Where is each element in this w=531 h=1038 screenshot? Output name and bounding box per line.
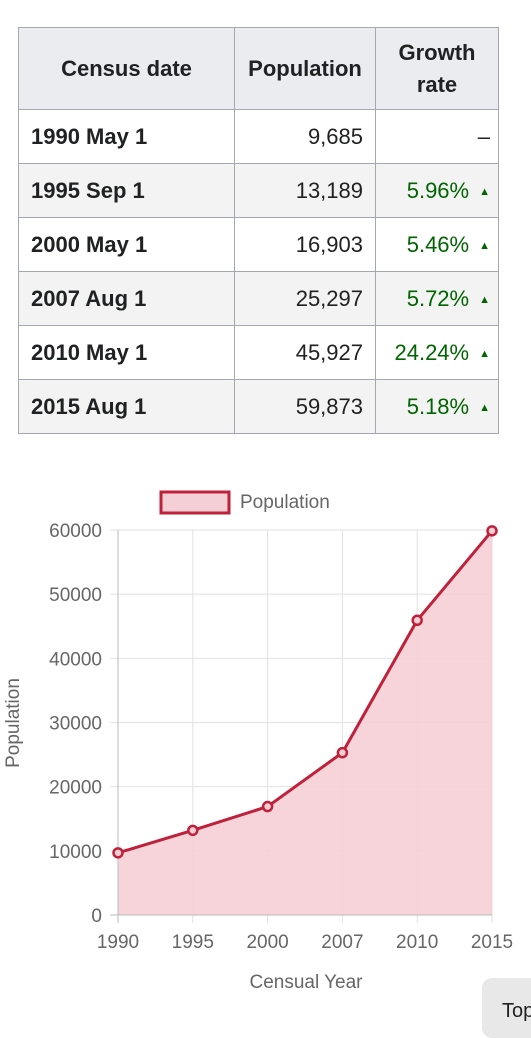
growth-rate-cell: 5.46% ▲ bbox=[375, 217, 499, 272]
table-header-row: Census date Population Growth rate bbox=[18, 27, 499, 110]
data-point bbox=[486, 525, 498, 537]
table-row: 2000 May 1 16,903 5.46% ▲ bbox=[18, 217, 499, 272]
table-row: 2015 Aug 1 59,873 5.18% ▲ bbox=[18, 379, 499, 434]
y-tick-label: 60000 bbox=[49, 521, 102, 542]
census-date-cell: 1990 May 1 bbox=[18, 109, 235, 164]
population-cell: 13,189 bbox=[234, 163, 376, 218]
census-date-cell: 2010 May 1 bbox=[18, 325, 235, 380]
table-row: 1995 Sep 1 13,189 5.96% ▲ bbox=[18, 163, 499, 218]
x-tick-label: 2010 bbox=[396, 932, 438, 953]
growth-rate-cell: 24.24% ▲ bbox=[375, 325, 499, 380]
growth-rate-value: 5.18% bbox=[406, 393, 470, 419]
y-axis-title: Population bbox=[3, 678, 24, 768]
census-date-cell: 2000 May 1 bbox=[18, 217, 235, 272]
population-cell: 59,873 bbox=[234, 379, 376, 434]
growth-rate-value: – bbox=[477, 123, 490, 149]
increase-arrow-icon: ▲ bbox=[479, 347, 490, 360]
population-cell: 25,297 bbox=[234, 271, 376, 326]
increase-arrow-icon: ▲ bbox=[479, 401, 490, 414]
x-tick-label: 1990 bbox=[97, 932, 139, 953]
y-tick-label: 40000 bbox=[49, 649, 102, 670]
table-row: 2007 Aug 1 25,297 5.72% ▲ bbox=[18, 271, 499, 326]
growth-rate-value: 24.24% bbox=[394, 339, 470, 365]
y-tick-label: 10000 bbox=[49, 842, 102, 863]
data-point bbox=[112, 847, 124, 859]
growth-rate-cell: 5.96% ▲ bbox=[375, 163, 499, 218]
data-point bbox=[187, 824, 199, 837]
census-date-cell: 2007 Aug 1 bbox=[18, 271, 235, 326]
population-cell: 9,685 bbox=[234, 109, 376, 164]
growth-rate-cell: 5.72% ▲ bbox=[375, 271, 499, 326]
growth-rate-value: 5.72% bbox=[406, 285, 470, 311]
population-cell: 16,903 bbox=[234, 217, 376, 272]
increase-arrow-icon: ▲ bbox=[479, 293, 490, 306]
table-row: 2010 May 1 45,927 24.24% ▲ bbox=[18, 325, 499, 380]
population-line bbox=[117, 529, 494, 855]
top-button[interactable]: Top bbox=[482, 978, 531, 1038]
table-row: 1990 May 1 9,685 – bbox=[18, 109, 499, 164]
legend-label: Population bbox=[240, 492, 330, 513]
header-census-date: Census date bbox=[18, 27, 235, 110]
legend-swatch bbox=[159, 490, 231, 515]
y-tick-label: 0 bbox=[91, 906, 102, 927]
header-population: Population bbox=[234, 27, 376, 110]
y-tick-label: 30000 bbox=[49, 714, 102, 735]
y-tick-label: 20000 bbox=[49, 778, 102, 799]
growth-rate-cell: – bbox=[375, 109, 499, 164]
x-tick-label: 2015 bbox=[471, 932, 513, 953]
population-chart: 0 10000 20000 30000 40000 50000 60000 1990 1995 2… bbox=[3, 490, 513, 993]
growth-rate-value: 5.46% bbox=[406, 231, 470, 257]
census-date-cell: 2015 Aug 1 bbox=[18, 379, 235, 434]
increase-arrow-icon: ▲ bbox=[479, 185, 490, 198]
census-date-cell: 1995 Sep 1 bbox=[18, 163, 235, 218]
header-growth-rate: Growth rate bbox=[375, 27, 499, 110]
growth-rate-cell: 5.18% ▲ bbox=[375, 379, 499, 434]
x-tick-label: 2007 bbox=[321, 932, 363, 953]
x-axis-title: Censual Year bbox=[249, 972, 363, 993]
growth-rate-value: 5.96% bbox=[406, 177, 470, 203]
x-tick-label: 2000 bbox=[246, 932, 288, 953]
population-area bbox=[118, 530, 492, 915]
census-table: Census date Population Growth rate 1990 … bbox=[18, 27, 499, 434]
y-tick-label: 50000 bbox=[49, 585, 102, 606]
x-tick-label: 1995 bbox=[172, 932, 214, 953]
data-point bbox=[261, 800, 274, 813]
increase-arrow-icon: ▲ bbox=[479, 239, 490, 252]
population-cell: 45,927 bbox=[234, 325, 376, 380]
data-point bbox=[411, 614, 423, 627]
data-point bbox=[336, 746, 349, 759]
